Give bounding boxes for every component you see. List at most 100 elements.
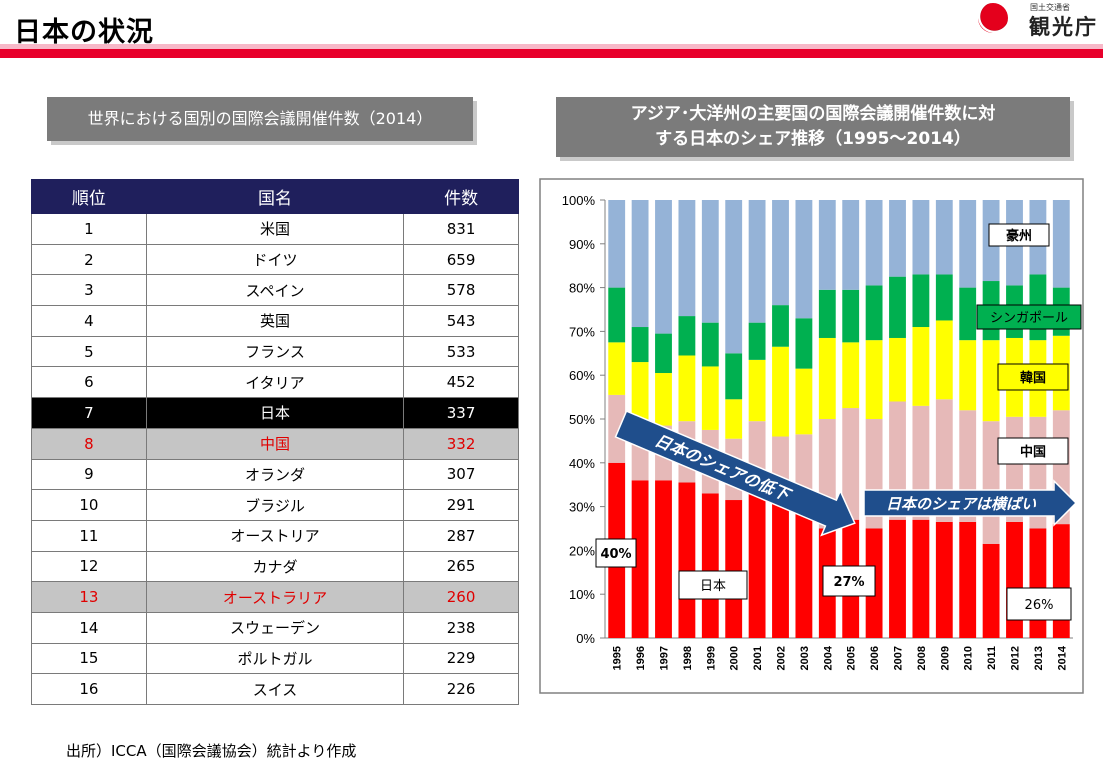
table-row: 3 スペイン 578 <box>31 274 519 307</box>
bar-segment <box>631 480 649 638</box>
callout-2014-share-box <box>1006 587 1072 621</box>
count-cell: 307 <box>403 458 519 491</box>
rank-cell: 9 <box>31 458 147 491</box>
rank-cell: 14 <box>31 611 147 644</box>
bar-segment <box>889 200 906 277</box>
bar-segment <box>982 543 1000 638</box>
bar-segment <box>795 318 813 369</box>
bar-segment <box>865 200 883 286</box>
bar-segment <box>959 521 977 638</box>
bar-segment <box>889 519 906 638</box>
bar-segment <box>678 316 696 356</box>
country-cell: スイス <box>145 673 405 705</box>
table-row: 6 イタリア 452 <box>31 366 519 399</box>
y-tick-label: 40% <box>569 456 595 471</box>
callout-2014-share: 26% <box>1025 598 1054 613</box>
legend-label-china-box <box>997 437 1069 465</box>
bar-segment <box>678 355 696 422</box>
bar-segment <box>912 519 930 638</box>
flat-arrow-label: 日本のシェアは横ばい <box>886 495 1037 513</box>
country-cell: カナダ <box>145 550 405 583</box>
x-tick-label: 2014 <box>1056 645 1068 670</box>
table-row: 16 スイス 226 <box>31 673 519 705</box>
rank-cell: 6 <box>31 366 147 399</box>
count-cell: 260 <box>403 581 519 613</box>
bar-segment <box>772 305 789 347</box>
header-band <box>0 44 1103 58</box>
bar-segment <box>631 200 649 328</box>
bar-segment <box>678 200 696 317</box>
bar-segment <box>655 373 672 426</box>
count-cell: 831 <box>403 213 519 245</box>
bar-segment <box>631 327 649 363</box>
bar-segment <box>818 200 836 290</box>
rank-cell: 4 <box>31 305 147 337</box>
legend-label-australia-group: 豪州 <box>988 223 1050 247</box>
bar-segment <box>818 289 836 338</box>
x-tick-label: 2004 <box>822 645 834 670</box>
x-tick-label: 2009 <box>939 646 951 670</box>
table-row: 9 オランダ 307 <box>31 458 519 491</box>
legend-label-japan-box <box>678 570 748 600</box>
bar-segment <box>725 500 743 638</box>
bar-segment <box>865 340 883 419</box>
rank-cell: 5 <box>31 335 147 368</box>
table-row: 11 オーストリア 287 <box>31 519 519 552</box>
y-tick-label: 70% <box>569 324 595 339</box>
rank-cell: 15 <box>31 642 147 675</box>
bar-segment <box>889 276 906 338</box>
rank-cell: 8 <box>31 427 147 460</box>
x-tick-label: 2012 <box>1010 646 1022 670</box>
country-cell: オランダ <box>145 458 405 491</box>
country-cell: オーストリア <box>145 519 405 552</box>
bar-segment <box>795 506 813 638</box>
table-row: 14 スウェーデン 238 <box>31 611 519 644</box>
x-tick-label: 2000 <box>729 646 741 670</box>
bar-segment <box>701 322 719 367</box>
legend-label-korea-box <box>997 363 1069 391</box>
bar-segment <box>795 368 813 435</box>
bar-segment <box>982 421 1000 544</box>
count-cell: 452 <box>403 366 519 399</box>
table-row: 7 日本 337 <box>31 397 519 429</box>
y-tick-label: 10% <box>569 587 595 602</box>
bar-segment <box>748 322 766 360</box>
legend-label-korea: 韓国 <box>1020 370 1046 386</box>
flat-arrow: 日本のシェアは横ばい <box>863 479 1078 527</box>
count-cell: 287 <box>403 519 519 552</box>
x-tick-label: 2003 <box>799 646 811 670</box>
rank-cell: 10 <box>31 489 147 521</box>
bar-segment <box>748 359 766 422</box>
x-tick-label: 2005 <box>846 646 858 670</box>
country-cell: スペイン <box>145 274 405 307</box>
bar-segment <box>935 521 953 638</box>
table-row: 4 英国 543 <box>31 305 519 337</box>
callout-2005-share-group: 27% <box>822 565 876 597</box>
page-title: 日本の状況 <box>14 17 154 48</box>
table-row: 1 米国 831 <box>31 213 519 245</box>
bar-segment <box>795 200 813 319</box>
bar-segment <box>772 502 789 638</box>
bar-segment <box>935 320 953 400</box>
x-tick-label: 2008 <box>916 646 928 670</box>
count-cell: 337 <box>403 397 519 429</box>
bar-segment <box>912 274 930 328</box>
x-tick-label: 1999 <box>705 646 717 670</box>
x-tick-label: 2002 <box>776 646 788 670</box>
legend-label-china: 中国 <box>1020 444 1046 460</box>
bar-segment <box>959 340 977 411</box>
count-cell: 578 <box>403 274 519 307</box>
table-row: 8 中国 332 <box>31 427 519 460</box>
count-cell: 543 <box>403 305 519 337</box>
country-cell: 中国 <box>145 427 405 460</box>
table-row: 12 カナダ 265 <box>31 550 519 583</box>
bar-segment <box>608 394 626 463</box>
x-tick-label: 2006 <box>869 646 881 670</box>
logo-mark-icon <box>978 3 1008 33</box>
x-tick-label: 2013 <box>1033 646 1045 670</box>
x-tick-label: 1997 <box>659 646 671 670</box>
table-row: 13 オーストラリア 260 <box>31 581 519 613</box>
y-tick-label: 20% <box>569 543 595 558</box>
x-tick-label: 1995 <box>612 646 624 670</box>
y-tick-label: 50% <box>569 412 595 427</box>
